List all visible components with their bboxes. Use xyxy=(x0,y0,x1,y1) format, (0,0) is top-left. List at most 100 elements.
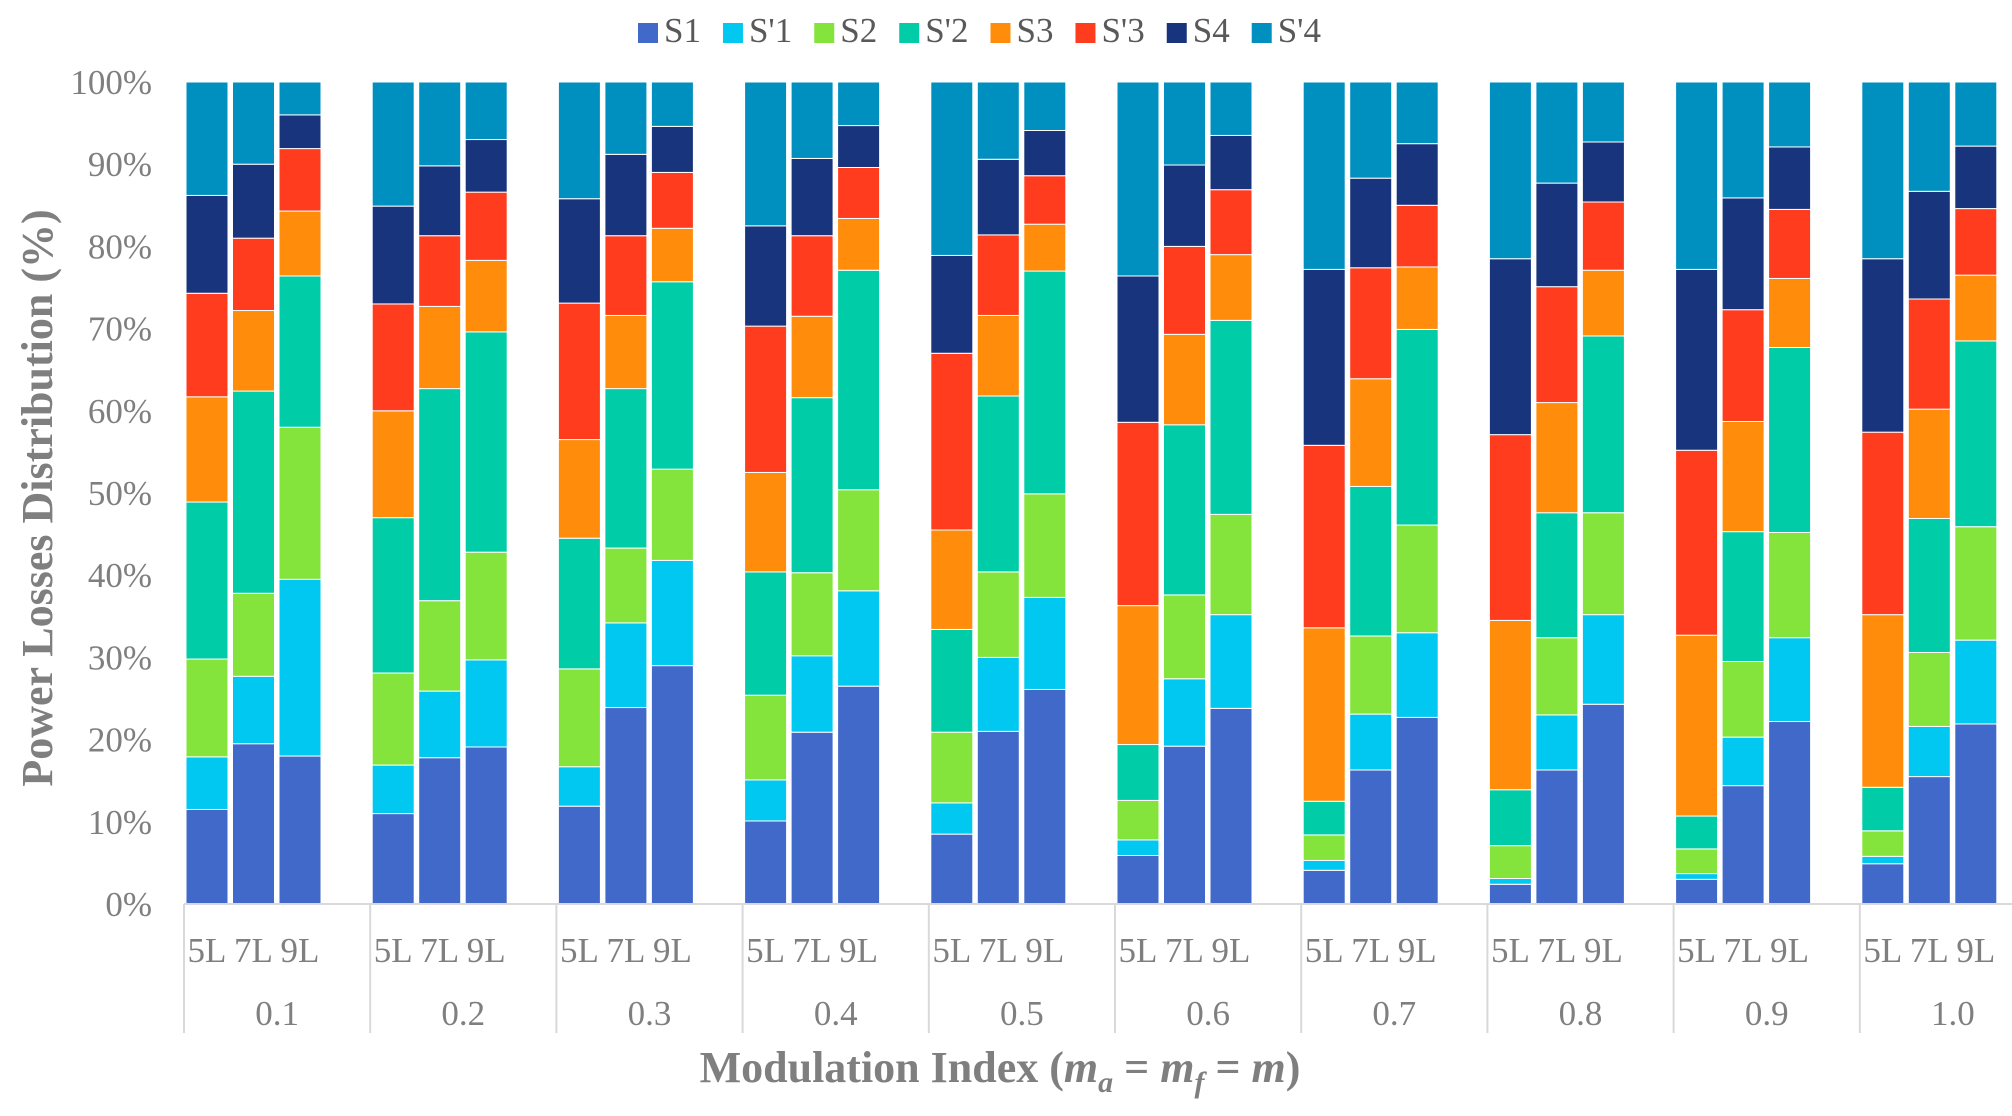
bar-segment: S'1: 10.2% xyxy=(1954,639,1998,725)
bar-segment: S'1: 11.2% xyxy=(1023,596,1067,690)
bar-stack: S1: 19.5%S'1: 8.2%S2: 10.1%S'2: 24.6%S3:… xyxy=(232,81,275,905)
bar-segment: S'1: 8.2% xyxy=(1163,678,1206,747)
bar-segment: S'4: 23.6% xyxy=(1116,81,1160,277)
bar-segment: S2: 8.6% xyxy=(930,731,974,804)
bar-segment: S'1: 10.3% xyxy=(604,622,648,709)
bar-segment: S2: 11.2% xyxy=(371,672,415,766)
bar-segment: S'3: 22.6% xyxy=(1488,434,1532,621)
bar-segment: S'4: 4.0% xyxy=(278,81,322,116)
bar-segment: S'1: 5.9% xyxy=(371,764,415,815)
bar-segment: S4: 7.5% xyxy=(1395,143,1439,206)
bar-segment: S4: 4.1% xyxy=(278,114,322,150)
bar-segment: S3: 10.0% xyxy=(418,305,462,390)
bar-segment: S1: 10.1% xyxy=(744,820,788,905)
bar-segment: S'1: 11.4% xyxy=(1209,614,1253,709)
bar-segment: S'1: 6.4% xyxy=(185,756,229,810)
bar-stack: S1: 26.5%S'1: 11.6%S2: 12.3%S'2: 26.7%S3… xyxy=(837,81,881,905)
bar-segment: S2: 18.5% xyxy=(278,426,322,580)
legend-label: S'3 xyxy=(1101,11,1144,50)
bar-segment: S'4: 8.8% xyxy=(604,81,648,155)
bar-segment: S1: 21.0% xyxy=(976,730,1020,905)
bar-segment: S1: 4.1% xyxy=(1302,869,1346,905)
bar-segment: S'2: 6.8% xyxy=(1488,789,1532,847)
bar-segment: S2: 12.3% xyxy=(837,489,881,592)
legend-swatch xyxy=(1166,23,1187,43)
bar-segment: S3: 8.0% xyxy=(1954,274,1998,342)
bar-segment: S1: 19.1% xyxy=(464,746,508,905)
bar-segment: S'3: 9.8% xyxy=(790,235,834,317)
bar-segment: S'2: 15.0% xyxy=(744,571,788,696)
bar-segment: S'3: 13.4% xyxy=(1907,298,1951,410)
bar-segment: S1: 15.5% xyxy=(1907,776,1951,905)
bar-segment: S4: 6.4% xyxy=(464,139,508,193)
bar-segment: S3: 20.6% xyxy=(1488,619,1532,791)
bar-segment: S4: 17.8% xyxy=(1116,275,1160,423)
bar-segment: S1: 20.9% xyxy=(790,731,834,905)
bar-segment: S4: 9.9% xyxy=(1163,164,1206,247)
bar-segment: S'2: 16.3% xyxy=(1907,517,1951,653)
bar-segment: S'3: 8.8% xyxy=(232,237,275,312)
bar-segment: S4: 11.9% xyxy=(930,254,974,354)
bar-segment: S'3: 9.7% xyxy=(604,235,648,316)
y-tick-label: 70% xyxy=(88,310,152,349)
bar-segment: S1: 8.5% xyxy=(930,833,974,905)
x-level-label: 9L xyxy=(839,931,878,970)
bar-segment: S1: 19.5% xyxy=(232,743,275,905)
bar-segment: S1: 29.0% xyxy=(650,665,694,905)
bar-segment: S3: 13.3% xyxy=(1907,408,1951,519)
bar-segment: S1: 23.8% xyxy=(1209,707,1253,905)
bar-segment: S'3: 8.1% xyxy=(1954,208,1998,276)
bar-segment: S2: 9.5% xyxy=(1349,635,1393,715)
bar-segment: S4: 9.0% xyxy=(232,163,275,239)
bar-segment: S2: 11.9% xyxy=(557,668,601,768)
bar-segment: S'4: 13.8% xyxy=(185,81,229,196)
bar-stack: S1: 29.0%S'1: 12.8%S2: 11.1%S'2: 22.8%S3… xyxy=(650,81,694,905)
bar-segment: S'2: 27.1% xyxy=(1023,270,1067,495)
x-level-label: 7L xyxy=(1910,931,1949,970)
bar-segment: S3: 13.4% xyxy=(1535,402,1579,514)
bar-segment: S4: 21.1% xyxy=(1861,258,1905,433)
bar-segment: S2: 11.0% xyxy=(418,600,462,692)
bar-segment: S'3: 8.4% xyxy=(1768,208,1812,279)
bar-segment: S'2: 20.7% xyxy=(1163,424,1206,596)
bar-segment: S2: 10.1% xyxy=(790,572,834,657)
bar-segment: S2: 12.4% xyxy=(1581,512,1625,616)
legend-label: S4 xyxy=(1193,11,1230,50)
y-tick-label: 80% xyxy=(88,227,152,266)
bar-segment: S3: 7.6% xyxy=(1395,266,1439,330)
bar-stack: S1: 11.5%S'1: 6.4%S2: 11.9%S'2: 19.1%S3:… xyxy=(185,81,229,905)
bar-segment: S2: 11.1% xyxy=(650,468,694,561)
bar-segment: S'3: 16.6% xyxy=(557,302,601,441)
legend-swatch xyxy=(1251,23,1272,43)
bar-segment: S'1: 9.3% xyxy=(790,655,834,733)
x-level-label: 9L xyxy=(467,931,506,970)
bar-segment: S'2: 18.9% xyxy=(371,517,415,674)
bar-segment: S'4: 10.1% xyxy=(1163,81,1206,166)
bar-segment: S'1: 10.6% xyxy=(464,659,508,748)
bar-segment: S'1: 1.9% xyxy=(1116,839,1160,857)
bar-segment: S'1: 11.6% xyxy=(837,590,881,687)
bar-segment: S'2: 4.1% xyxy=(1302,800,1346,836)
bar-segment: S3: 8.0% xyxy=(1209,254,1253,321)
bar-segment: S4: 5.5% xyxy=(1023,129,1067,177)
bar-segment: S'3: 22.2% xyxy=(1861,431,1905,616)
bar-stack: S1: 24.3%S'1: 10.9%S2: 12.4%S'2: 21.5%S3… xyxy=(1581,81,1625,905)
x-group-label: 0.7 xyxy=(1372,994,1416,1033)
bar-segment: S4: 8.5% xyxy=(418,165,462,237)
bar-segment: S4: 22.0% xyxy=(1675,268,1719,451)
bar-segment: S'4: 17.5% xyxy=(744,81,788,227)
bar-segment: S'3: 22.5% xyxy=(1675,449,1719,636)
bar-segment: S1: 24.3% xyxy=(1581,703,1625,905)
bar-segment: S'4: 14.2% xyxy=(557,81,601,200)
bar-segment: S2: 10.1% xyxy=(232,592,275,677)
bar-segment: S1: 23.9% xyxy=(604,707,648,905)
x-axis-title: Modulation Index (ma = mf = m) xyxy=(700,1043,1301,1099)
bar-segment: S1: 26.5% xyxy=(837,685,881,905)
bar-segment: S'4: 7.9% xyxy=(1768,81,1812,148)
bar-segment: S4: 5.1% xyxy=(837,125,881,168)
bar-segment: S'3: 6.8% xyxy=(650,171,694,229)
legend-item: S'3 xyxy=(1075,11,1145,50)
legend-item: S2 xyxy=(814,11,877,50)
bar-segment: S'1: 0.9% xyxy=(1861,855,1905,865)
